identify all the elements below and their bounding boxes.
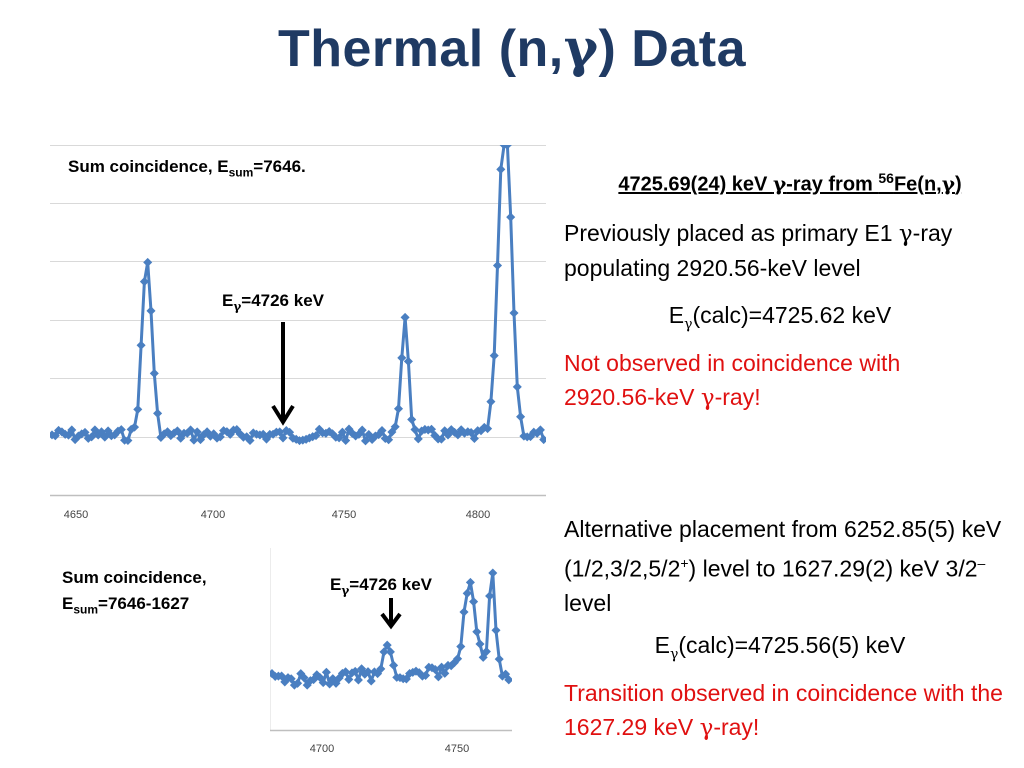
spectrum-point <box>491 625 501 635</box>
spectrum-point <box>278 433 288 443</box>
spectrum-point <box>321 667 331 677</box>
top-spectrum-chart: 4650 4700 4750 4800 <box>50 145 546 521</box>
bottom-arrow-down-icon <box>380 598 402 630</box>
spectrum-point <box>456 642 466 652</box>
spectrum-point <box>149 368 159 378</box>
spectrum-point <box>393 404 404 414</box>
spectrum-point <box>215 432 225 442</box>
spectrum-point <box>410 425 420 435</box>
bottom-spectrum-markers <box>270 568 512 690</box>
alternative-placement-text: Alternative placement from 6252.85(5) ke… <box>564 516 1002 616</box>
top-x-tick-label: 4800 <box>466 509 490 521</box>
spectrum-point <box>433 672 443 682</box>
top-x-tick-label: 4650 <box>64 509 88 521</box>
top-plot-label: Sum coincidence, Esum=7646. <box>68 157 306 180</box>
top-x-tick-label: 4750 <box>332 509 356 521</box>
calc-energy-2: Eγ(calc)=4725.56(5) keV <box>654 632 906 663</box>
spectrum-point <box>539 435 546 445</box>
spectrum-point <box>245 435 255 445</box>
spectrum-point <box>189 435 199 445</box>
bottom-arrow-label: Eγ=4726 keV <box>330 575 432 598</box>
spectrum-point <box>469 597 479 607</box>
spectrum-point <box>506 212 516 222</box>
spectrum-point <box>453 654 463 664</box>
spectrum-point <box>277 671 287 681</box>
top-arrow-down-icon <box>271 322 295 426</box>
spectrum-point <box>413 434 423 444</box>
bottom-x-tick-label: 4750 <box>445 743 469 755</box>
not-observed-text: Not observed in coincidence with 2920.56… <box>564 350 901 411</box>
spectrum-point <box>492 260 503 271</box>
spectrum-point <box>186 425 196 435</box>
spectrum-point <box>143 257 153 267</box>
spectrum-point <box>389 660 399 670</box>
spectrum-point <box>116 425 126 435</box>
spectrum-point <box>502 145 512 150</box>
spectrum-point <box>489 351 499 361</box>
spectrum-point <box>407 414 417 425</box>
spectrum-point <box>504 675 512 685</box>
bottom-x-tick-label: 4700 <box>310 743 334 755</box>
spectrum-point <box>496 164 506 174</box>
spectrum-point <box>286 674 296 684</box>
spectrum-point <box>341 667 351 677</box>
spectrum-point <box>133 404 143 414</box>
spectrum-point <box>136 340 146 350</box>
spectrum-point <box>486 397 496 407</box>
spectrum-point <box>153 408 163 418</box>
spectrum-point <box>512 382 522 392</box>
spectrum-point <box>129 422 140 432</box>
spectrum-point <box>353 675 363 685</box>
spectrum-point <box>475 639 485 649</box>
spectrum-point <box>344 674 354 684</box>
observed-text: Transition observed in coincidence with … <box>564 680 1003 741</box>
spectrum-point <box>509 308 519 318</box>
spectrum-point <box>437 662 447 672</box>
spectrum-point <box>146 306 156 316</box>
spectrum-point <box>459 607 469 617</box>
spectrum-point <box>465 577 475 587</box>
spectrum-point <box>472 627 482 637</box>
spectrum-point <box>516 412 526 422</box>
spectrum-point <box>366 676 376 686</box>
previous-placement-text: Previously placed as primary E1 γ-ray po… <box>564 220 953 281</box>
spectrum-point <box>382 640 392 650</box>
bottom-spectrum-chart: 4700 4750 <box>270 548 512 755</box>
spectrum-point <box>123 436 133 446</box>
spectrum-point <box>100 432 110 442</box>
top-arrow-label: Eγ=4726 keV <box>222 291 324 314</box>
page-title: Thermal (n,γ) Data <box>277 18 747 79</box>
right-heading: 4725.69(24) keV γ-ray from 56Fe(n,γ) <box>618 170 962 196</box>
spectrum-point <box>494 654 504 664</box>
spectrum-point <box>192 427 202 437</box>
calc-energy-1: Eγ(calc)=4725.62 keV <box>668 302 892 333</box>
bottom-plot-label: Sum coincidence, Esum=7646-1627 <box>62 568 207 617</box>
spectrum-point <box>488 568 498 578</box>
top-x-tick-label: 4700 <box>201 509 225 521</box>
